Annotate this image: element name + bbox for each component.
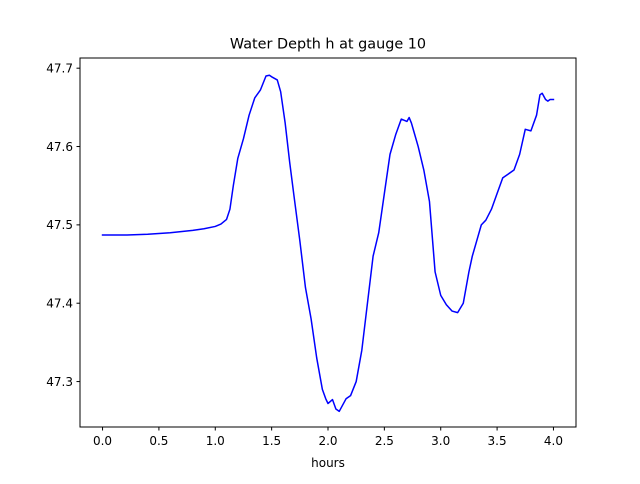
series-layer (101, 74, 555, 413)
chart-title: Water Depth h at gauge 10 (230, 37, 426, 53)
x-tick-label: 4.0 (544, 434, 563, 448)
x-axis-label: hours (311, 456, 345, 470)
y-tick-label: 47.4 (46, 297, 73, 311)
series-line (101, 74, 555, 413)
x-tick-label: 3.5 (488, 434, 507, 448)
x-tick-label: 3.0 (431, 434, 450, 448)
x-tick-label: 2.5 (375, 434, 394, 448)
y-axis-ticks: 47.3 47.4 47.5 47.6 47.7 (46, 61, 80, 389)
x-tick-label: 1.0 (206, 434, 225, 448)
x-tick-label: 2.0 (318, 434, 337, 448)
x-tick-label: 0.0 (93, 434, 112, 448)
y-tick-label: 47.5 (46, 218, 73, 232)
y-tick-label: 47.7 (46, 61, 73, 75)
plot-area-frame (79, 57, 577, 428)
x-tick-label: 0.5 (149, 434, 168, 448)
y-tick-label: 47.3 (46, 375, 73, 389)
x-tick-label: 1.5 (262, 434, 281, 448)
y-tick-label: 47.6 (46, 140, 73, 154)
x-axis-ticks: 0.0 0.5 1.0 1.5 2.0 2.5 3.0 3.5 4.0 (93, 427, 563, 448)
